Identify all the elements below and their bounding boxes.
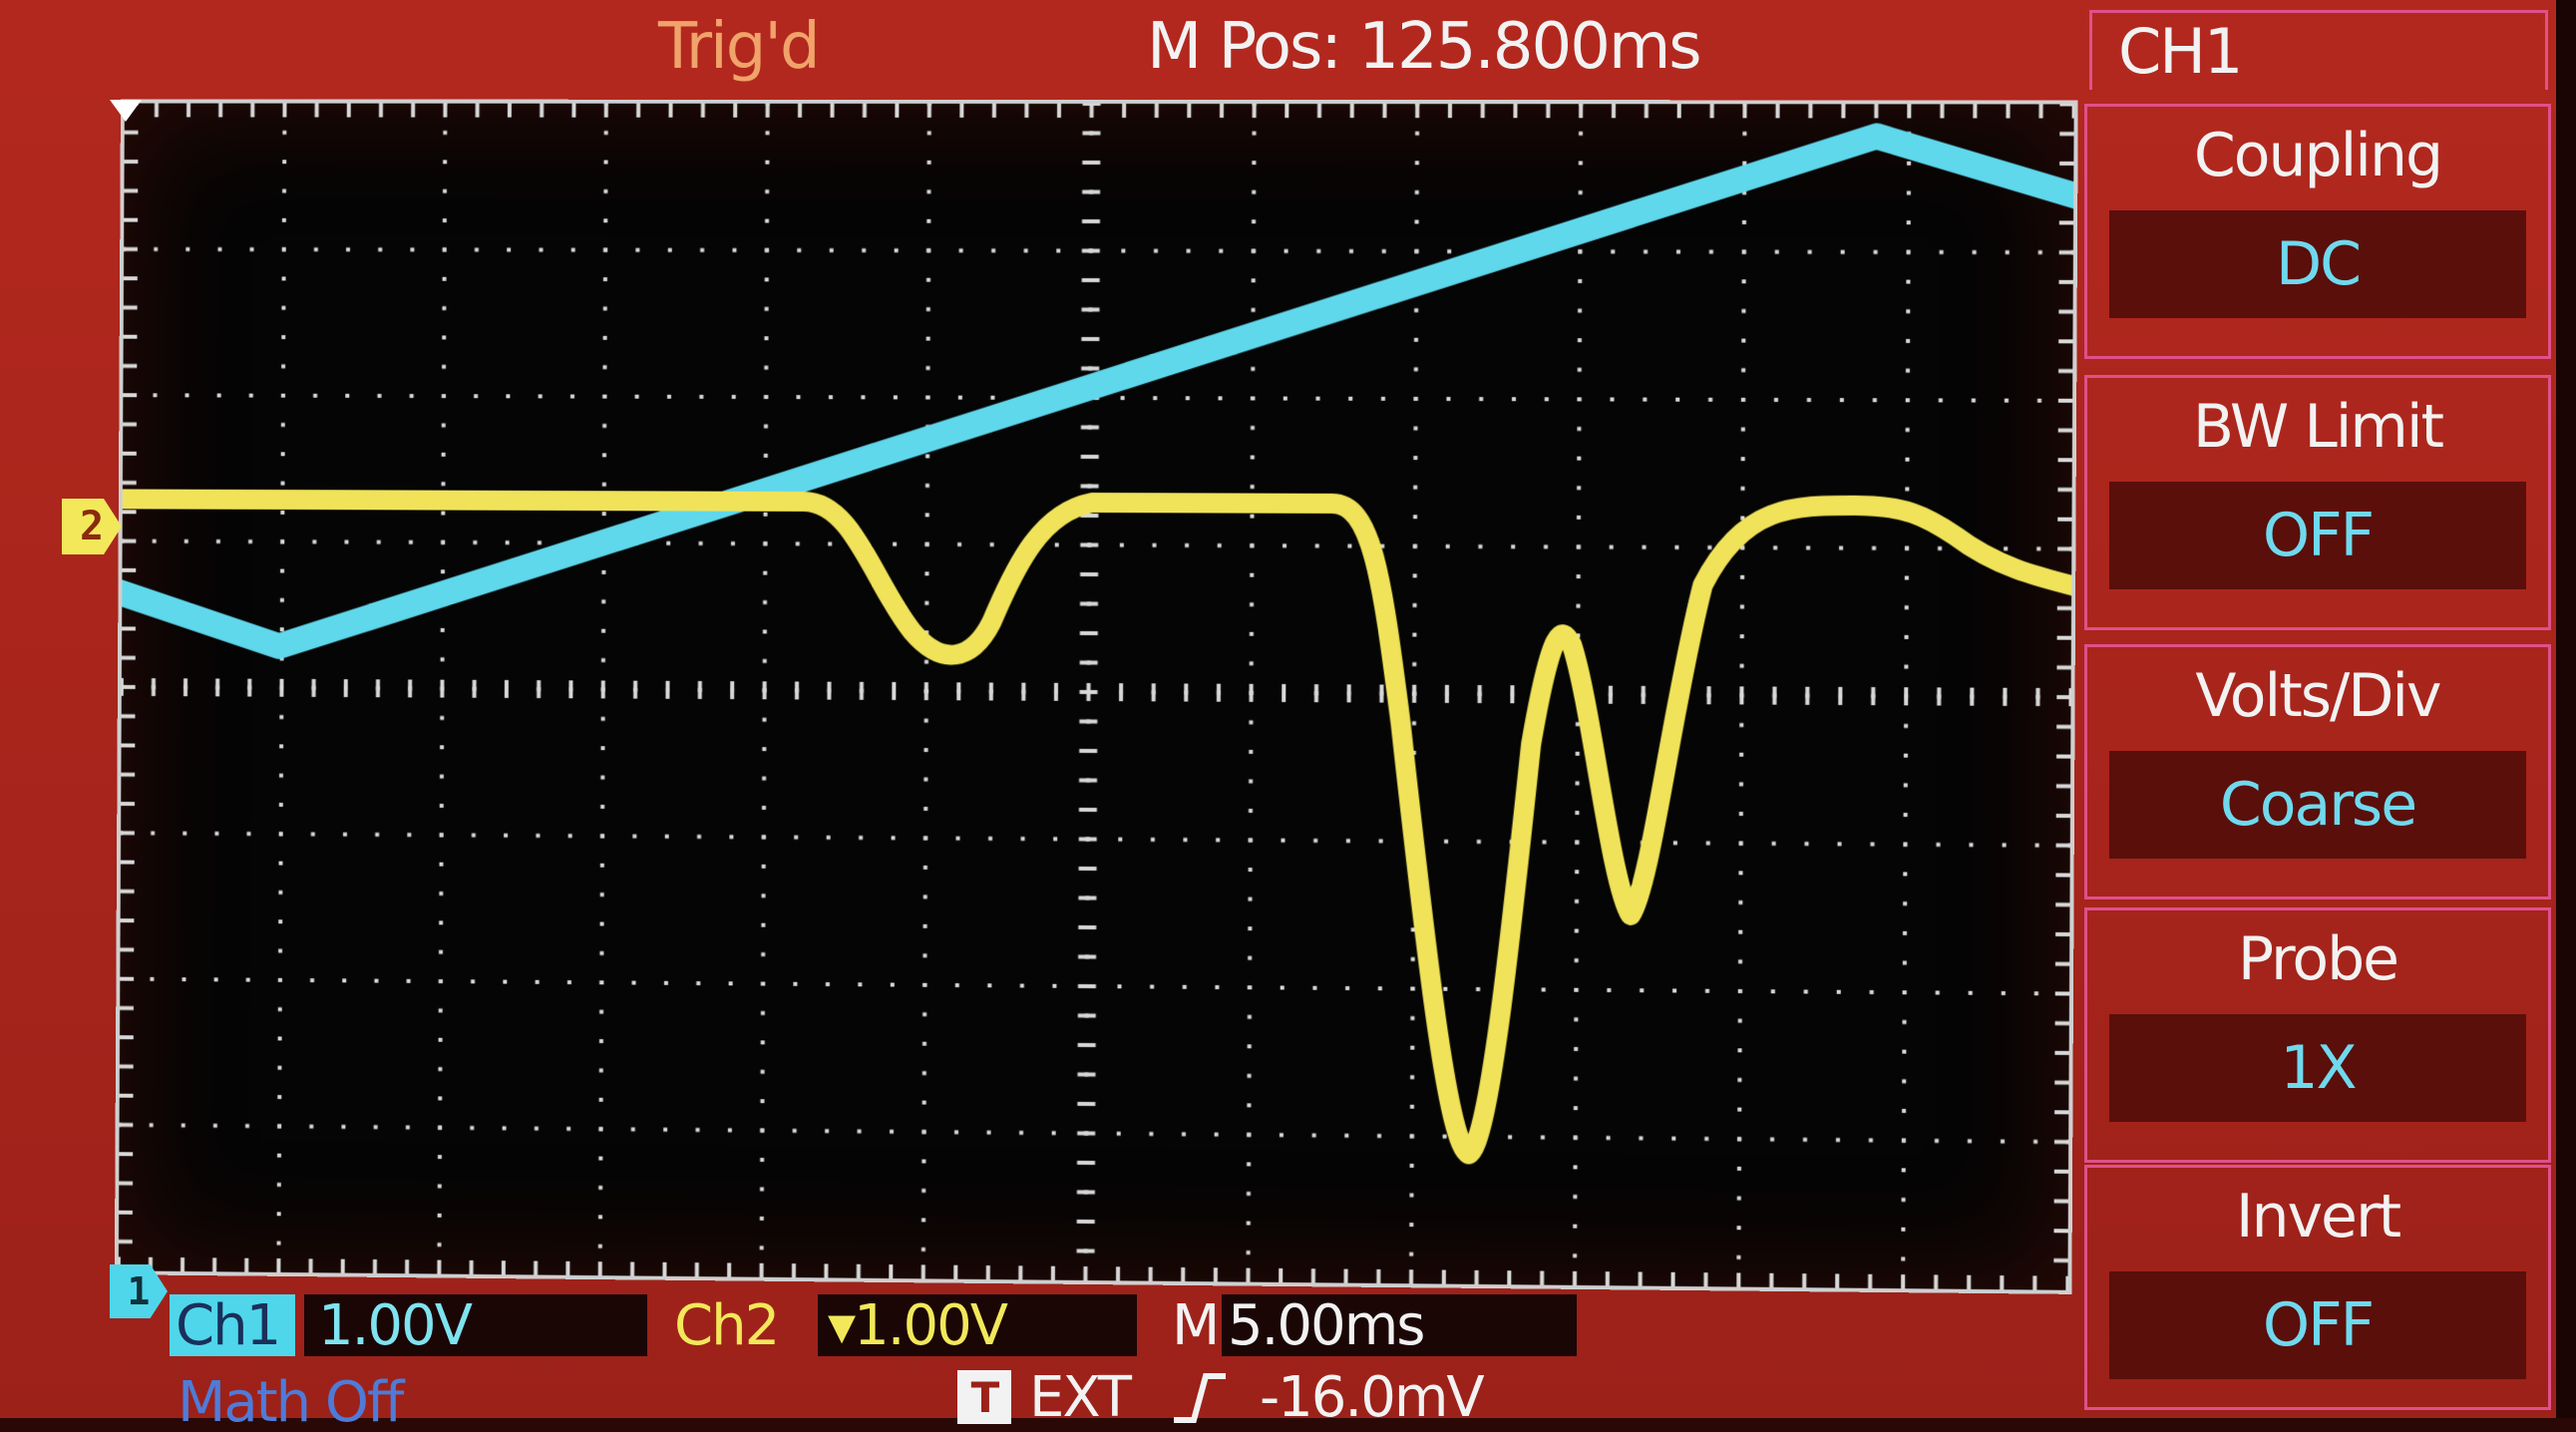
menu-item-coupling[interactable]: Coupling DC xyxy=(2084,104,2551,359)
menu-item-probe[interactable]: Probe 1X xyxy=(2084,907,2551,1163)
bezel-right xyxy=(2556,0,2576,1432)
rising-edge-icon xyxy=(1173,1373,1226,1423)
menu-item-value: DC xyxy=(2109,210,2526,318)
menu-item-bw-limit[interactable]: BW Limit OFF xyxy=(2084,375,2551,630)
menu-title: CH1 xyxy=(2089,10,2548,90)
timebase-label: M xyxy=(1172,1292,1220,1358)
ch1-label[interactable]: Ch1 xyxy=(170,1293,295,1358)
math-status: Math Off xyxy=(178,1370,404,1432)
menu-item-value: 1X xyxy=(2109,1014,2526,1122)
trigger-status: Trig'd xyxy=(658,10,821,84)
menu-item-value: OFF xyxy=(2109,482,2526,589)
menu-item-label: Invert xyxy=(2235,1182,2401,1252)
waveform-display xyxy=(114,99,2078,1294)
menu-item-invert[interactable]: Invert OFF xyxy=(2084,1165,2551,1410)
horizontal-position-readout: M Pos: 125.800ms xyxy=(1147,10,1702,84)
waveform-graticule xyxy=(118,103,2074,1290)
menu-item-volts-div[interactable]: Volts/Div Coarse xyxy=(2084,644,2551,899)
trigger-position-marker xyxy=(110,100,142,122)
ch2-ground-marker: 2 xyxy=(62,499,122,554)
menu-item-value: Coarse xyxy=(2109,751,2526,859)
trigger-source: EXT xyxy=(1029,1364,1132,1430)
timebase-value: 5.00ms xyxy=(1222,1293,1577,1358)
ch2-label[interactable]: Ch2 xyxy=(674,1292,780,1358)
menu-item-label: Coupling xyxy=(2193,121,2443,190)
bezel-bottom xyxy=(0,1418,2576,1432)
trigger-badge: T xyxy=(957,1370,1011,1424)
graticule-grid xyxy=(118,103,2074,1290)
menu-item-label: BW Limit xyxy=(2192,392,2444,462)
trigger-level: -16.0mV xyxy=(1259,1364,1485,1430)
trigger-info: T EXT -16.0mV xyxy=(957,1364,1485,1430)
menu-item-label: Volts/Div xyxy=(2195,661,2441,731)
menu-item-label: Probe xyxy=(2237,924,2399,994)
menu-item-value: OFF xyxy=(2109,1271,2526,1379)
ch2-volts-per-div: ▾1.00V xyxy=(818,1293,1137,1358)
ch1-volts-per-div: 1.00V xyxy=(304,1293,647,1358)
